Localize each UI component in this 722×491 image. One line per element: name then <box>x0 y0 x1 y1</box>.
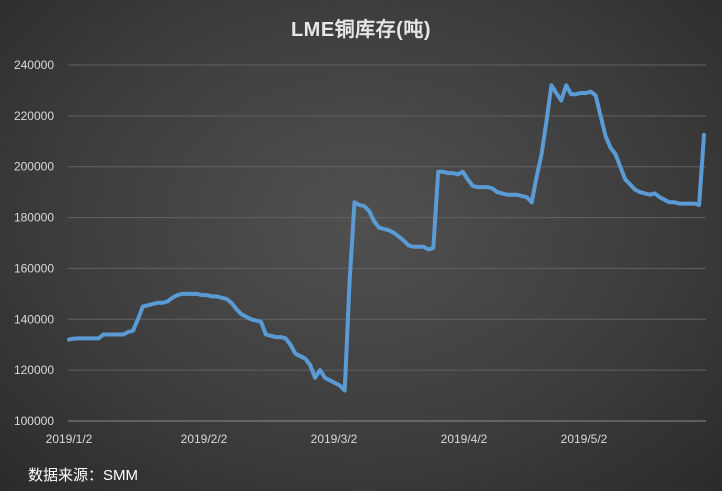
series-group <box>67 83 706 393</box>
y-tick-label: 140000 <box>14 312 54 326</box>
chart-title: LME铜库存(吨) <box>290 19 432 41</box>
y-tick-label: 120000 <box>14 363 54 377</box>
x-tick-label: 2019/1/2 <box>46 432 93 446</box>
x-tick-label: 2019/5/2 <box>561 432 608 446</box>
y-axis: 100000 120000 140000 160000 180000 200000 2200… <box>14 58 54 428</box>
source-note: 数据来源：SMM <box>28 467 138 484</box>
x-tick-label: 2019/3/2 <box>311 432 358 446</box>
x-tick-label: 2019/4/2 <box>441 432 488 446</box>
y-tick-label: 180000 <box>14 211 54 225</box>
series-line <box>67 83 706 393</box>
y-tick-label: 100000 <box>14 414 54 428</box>
y-tick-label: 240000 <box>14 58 54 72</box>
grid-lines <box>68 64 706 422</box>
y-tick-label: 220000 <box>14 109 54 123</box>
x-tick-label: 2019/2/2 <box>181 432 228 446</box>
x-axis: 2019/1/2 2019/2/2 2019/3/2 2019/4/2 2019/5/2 <box>46 432 608 446</box>
y-tick-label: 160000 <box>14 261 54 275</box>
y-tick-label: 200000 <box>14 160 54 174</box>
